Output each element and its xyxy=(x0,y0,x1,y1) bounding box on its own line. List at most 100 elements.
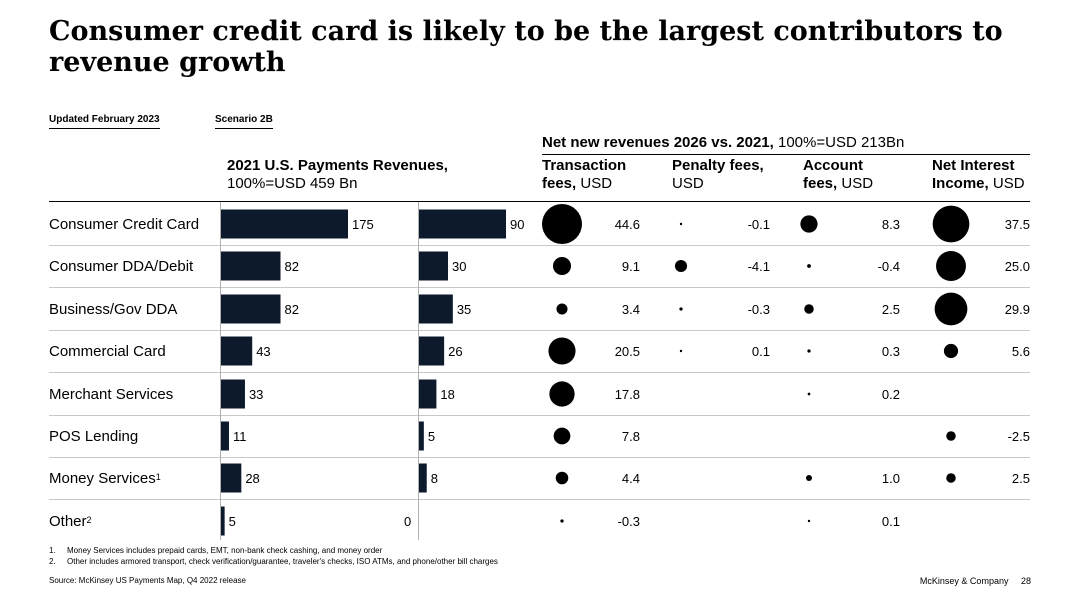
transaction-bubble xyxy=(560,519,564,523)
interest-value-label: 29.9 xyxy=(1005,302,1030,317)
interest-bubble xyxy=(946,473,956,483)
net-new-bar xyxy=(419,251,448,281)
col-header-account: Account fees, USD xyxy=(803,157,874,192)
brand-name: McKinsey & Company xyxy=(919,576,1009,586)
revenue-bar xyxy=(221,336,253,366)
penalty-value-label: -0.1 xyxy=(748,217,770,232)
revenue-bar xyxy=(221,421,229,451)
net-new-bar-label: 90 xyxy=(510,217,524,232)
interest-bubble xyxy=(934,292,968,326)
row-divider xyxy=(49,499,1030,500)
transaction-value-label: 4.4 xyxy=(622,471,640,486)
transaction-bubble xyxy=(555,471,569,485)
account-bubble xyxy=(807,519,811,523)
row-label: Business/Gov DDA xyxy=(49,301,178,318)
net-new-bar-label: 8 xyxy=(431,471,438,486)
account-bubble xyxy=(800,215,818,233)
footer-brand: McKinsey & Company 28 xyxy=(920,576,1031,586)
row-divider xyxy=(49,372,1030,373)
account-bubble xyxy=(804,304,814,314)
row-divider xyxy=(49,287,1030,288)
interest-bubble xyxy=(946,431,956,441)
net-new-bar xyxy=(419,463,427,493)
revenue-bar xyxy=(221,209,348,239)
transaction-value-label: 3.4 xyxy=(622,302,640,317)
account-bubble xyxy=(807,392,811,396)
transaction-bubble xyxy=(548,337,576,365)
revenue-bar-axis xyxy=(220,202,221,540)
interest-bubble xyxy=(943,343,959,359)
revenue-bar xyxy=(221,506,225,536)
row-label: Consumer Credit Card xyxy=(49,216,200,233)
penalty-bubble xyxy=(674,259,688,273)
interest-value-label: -2.5 xyxy=(1008,429,1030,444)
revenue-bar-label: 82 xyxy=(285,302,299,317)
table-top-rule xyxy=(49,201,1030,202)
revenue-bar xyxy=(221,379,245,409)
col-header-penalty: Penalty fees, USD xyxy=(672,157,764,192)
net-new-bar xyxy=(419,336,445,366)
net-new-bar-label: 5 xyxy=(428,429,435,444)
row-divider xyxy=(49,245,1030,246)
footnote-1: 1. Money Services includes prepaid cards,… xyxy=(49,546,383,555)
interest-value-label: 37.5 xyxy=(1005,217,1030,232)
net-new-bar xyxy=(419,379,437,409)
net-new-header-rule xyxy=(542,154,1030,155)
row-divider xyxy=(49,330,1030,331)
revenue-bar-label: 28 xyxy=(245,471,259,486)
account-bubble xyxy=(807,349,811,353)
transaction-bubble xyxy=(553,427,571,445)
col-header-transaction: Transaction fees, USD xyxy=(542,157,627,192)
transaction-bubble xyxy=(556,303,568,315)
revenue-bar-label: 5 xyxy=(229,514,236,529)
row-label: Other2 xyxy=(49,513,92,530)
account-value-label: 0.1 xyxy=(882,514,900,529)
page-title: Consumer credit card is likely to be the… xyxy=(49,16,1003,78)
penalty-bubble xyxy=(679,222,683,226)
net-new-bar xyxy=(419,209,506,239)
penalty-value-label: -0.3 xyxy=(748,302,770,317)
col-header-interest: Net Interest Income, USD xyxy=(932,157,1025,192)
revenue-bar-label: 33 xyxy=(249,387,263,402)
updated-tag: Updated February 2023 xyxy=(49,114,160,129)
row-label: Merchant Services xyxy=(49,386,174,403)
penalty-value-label: -4.1 xyxy=(748,259,770,274)
transaction-value-label: 7.8 xyxy=(622,429,640,444)
transaction-bubble xyxy=(552,256,572,276)
row-label: Commercial Card xyxy=(49,343,166,360)
net-new-header-subtitle: 100%=USD 213Bn xyxy=(777,134,905,151)
account-value-label: 0.3 xyxy=(882,344,900,359)
account-bubble xyxy=(807,264,811,268)
source-note: Source: McKinsey US Payments Map, Q4 202… xyxy=(49,576,246,585)
net-new-header: Net new revenues 2026 vs. 2021, 100%=USD… xyxy=(542,134,1042,152)
net-new-bar-axis xyxy=(418,202,419,540)
interest-bubble xyxy=(936,251,966,281)
net-new-bar-label: 18 xyxy=(440,387,454,402)
transaction-bubble xyxy=(549,381,575,407)
interest-value-label: 5.6 xyxy=(1012,344,1030,359)
transaction-value-label: 44.6 xyxy=(615,217,640,232)
revenue-bar xyxy=(221,251,281,281)
row-label: Money Services1 xyxy=(49,470,161,487)
revenue-bar-label: 43 xyxy=(256,344,270,359)
revenue-bar xyxy=(221,463,242,493)
revenues-header: 2021 U.S. Payments Revenues, 100%=USD 45… xyxy=(227,157,448,193)
net-new-bar xyxy=(419,294,453,324)
revenue-bar xyxy=(221,294,281,324)
account-value-label: -0.4 xyxy=(878,259,900,274)
row-label: Consumer DDA/Debit xyxy=(49,258,194,275)
transaction-value-label: -0.3 xyxy=(618,514,640,529)
revenues-header-subtitle: 100%=USD 459 Bn xyxy=(227,175,358,192)
penalty-value-label: 0.1 xyxy=(752,344,770,359)
account-value-label: 1.0 xyxy=(882,471,900,486)
net-new-bar-label: 26 xyxy=(448,344,462,359)
revenue-bar-label: 175 xyxy=(352,217,374,232)
transaction-bubble xyxy=(542,204,582,244)
scenario-tag: Scenario 2B xyxy=(215,114,273,129)
interest-value-label: 25.0 xyxy=(1005,259,1030,274)
penalty-bubble xyxy=(679,307,683,311)
transaction-value-label: 20.5 xyxy=(615,344,640,359)
net-new-bar-label: 0 xyxy=(404,514,411,529)
transaction-value-label: 9.1 xyxy=(622,259,640,274)
footnote-2: 2. Other includes armored transport, chec… xyxy=(49,557,498,566)
